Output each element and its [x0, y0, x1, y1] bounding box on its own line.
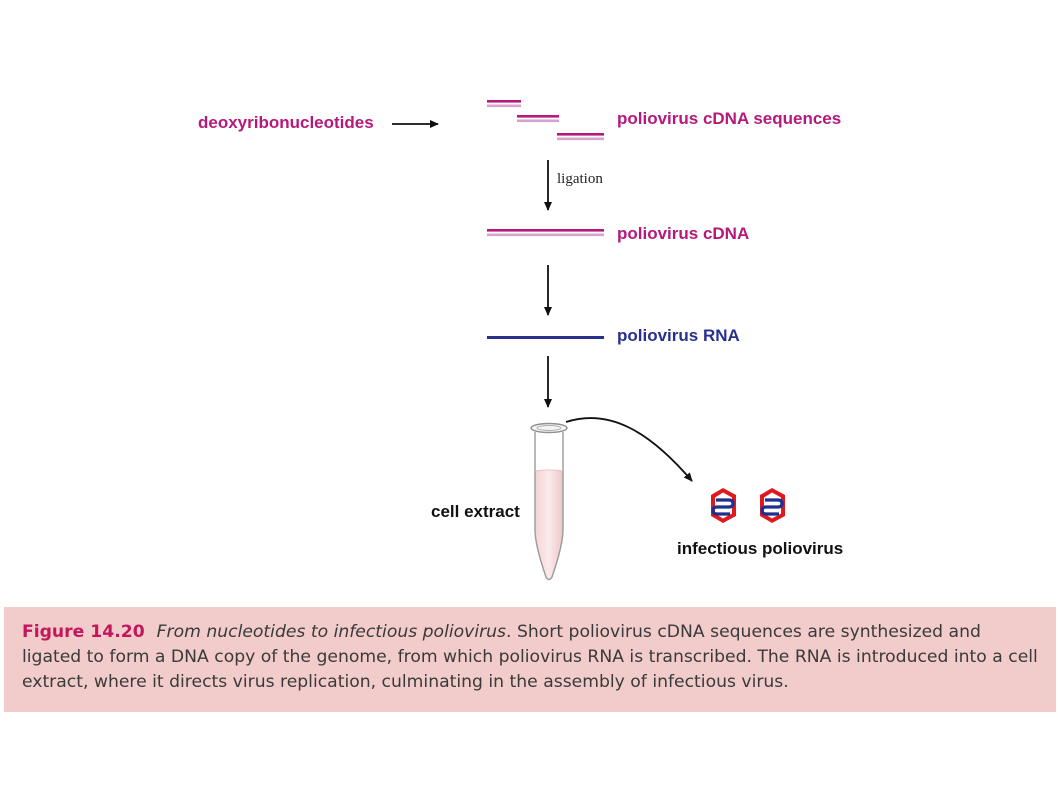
- cdna-sequences-label: poliovirus cDNA sequences: [617, 109, 842, 128]
- cdna-fragments: [487, 100, 604, 141]
- deoxyribonucleotides-label: deoxyribonucleotides: [198, 113, 374, 132]
- assembly-arrow: [565, 417, 693, 482]
- full-cdna-strand: [487, 229, 604, 237]
- infectious-poliovirus-label: infectious poliovirus: [677, 539, 844, 558]
- virion-2: [760, 488, 785, 523]
- cell-extract-label: cell extract: [431, 502, 520, 521]
- figure-title: From nucleotides to infectious polioviru…: [156, 622, 507, 642]
- test-tube: [530, 422, 568, 581]
- cdna-fragment-3: [557, 133, 604, 141]
- rna-label: poliovirus RNA: [617, 326, 740, 345]
- ligation-label: ligation: [557, 171, 603, 187]
- figure-number: Figure 14.20: [22, 622, 145, 642]
- cdna-fragment-2: [517, 115, 559, 123]
- cdna-label: poliovirus cDNA: [617, 224, 750, 243]
- caption-body: . Short poliovirus cDNA sequences are sy…: [22, 622, 1038, 692]
- rna-strand: [487, 336, 604, 339]
- virion-1: [711, 488, 736, 523]
- cdna-fragment-1: [487, 100, 521, 108]
- figure-caption: Figure 14.20 From nucleotides to infectio…: [4, 607, 1056, 712]
